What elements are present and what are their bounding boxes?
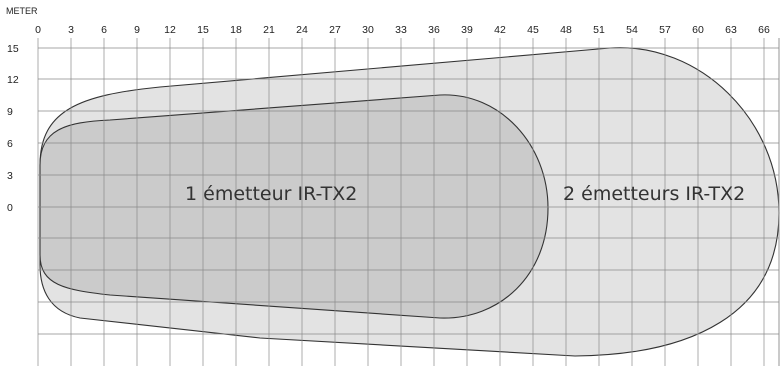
x-tick-label: 48 bbox=[560, 24, 572, 36]
x-tick-label: 12 bbox=[164, 24, 176, 36]
x-tick-label: 21 bbox=[263, 24, 275, 36]
x-tick-label: 57 bbox=[659, 24, 671, 36]
x-tick-label: 15 bbox=[197, 24, 209, 36]
zone-two-transmitters-label: 2 émetteurs IR-TX2 bbox=[563, 183, 745, 205]
x-tick-label: 3 bbox=[68, 24, 74, 36]
y-tick-label: 6 bbox=[7, 138, 13, 150]
zone-one-transmitter bbox=[39, 94, 549, 319]
x-tick-label: 27 bbox=[329, 24, 341, 36]
zone-one-transmitter-label: 1 émetteur IR-TX2 bbox=[185, 183, 357, 205]
y-tick-label: 3 bbox=[7, 170, 13, 182]
x-tick-label: 18 bbox=[230, 24, 242, 36]
x-tick-label: 45 bbox=[527, 24, 539, 36]
x-tick-label: 9 bbox=[134, 24, 140, 36]
x-tick-label: 42 bbox=[494, 24, 506, 36]
x-tick-label: 39 bbox=[461, 24, 473, 36]
x-tick-label: 66 bbox=[758, 24, 770, 36]
x-axis-tick-labels: 0 3 6 9 12 15 18 21 24 27 30 33 36 39 42 45 48 51 54 57 60 63… bbox=[35, 24, 770, 36]
x-tick-label: 33 bbox=[395, 24, 407, 36]
y-tick-label: 15 bbox=[7, 43, 19, 55]
x-tick-label: 63 bbox=[725, 24, 737, 36]
x-tick-label: 0 bbox=[35, 24, 41, 36]
y-tick-label: 9 bbox=[7, 106, 13, 118]
x-tick-label: 54 bbox=[626, 24, 638, 36]
y-axis-tick-labels: 15 12 9 6 3 0 bbox=[7, 43, 19, 214]
x-tick-label: 60 bbox=[692, 24, 704, 36]
grid-lines bbox=[37, 38, 780, 366]
unit-label: METER bbox=[6, 6, 38, 16]
x-tick-label: 24 bbox=[296, 24, 308, 36]
y-tick-label: 0 bbox=[7, 202, 13, 214]
x-tick-label: 30 bbox=[362, 24, 374, 36]
x-tick-label: 36 bbox=[428, 24, 440, 36]
x-tick-label: 51 bbox=[593, 24, 605, 36]
x-tick-label: 6 bbox=[101, 24, 107, 36]
y-tick-label: 12 bbox=[7, 74, 19, 86]
